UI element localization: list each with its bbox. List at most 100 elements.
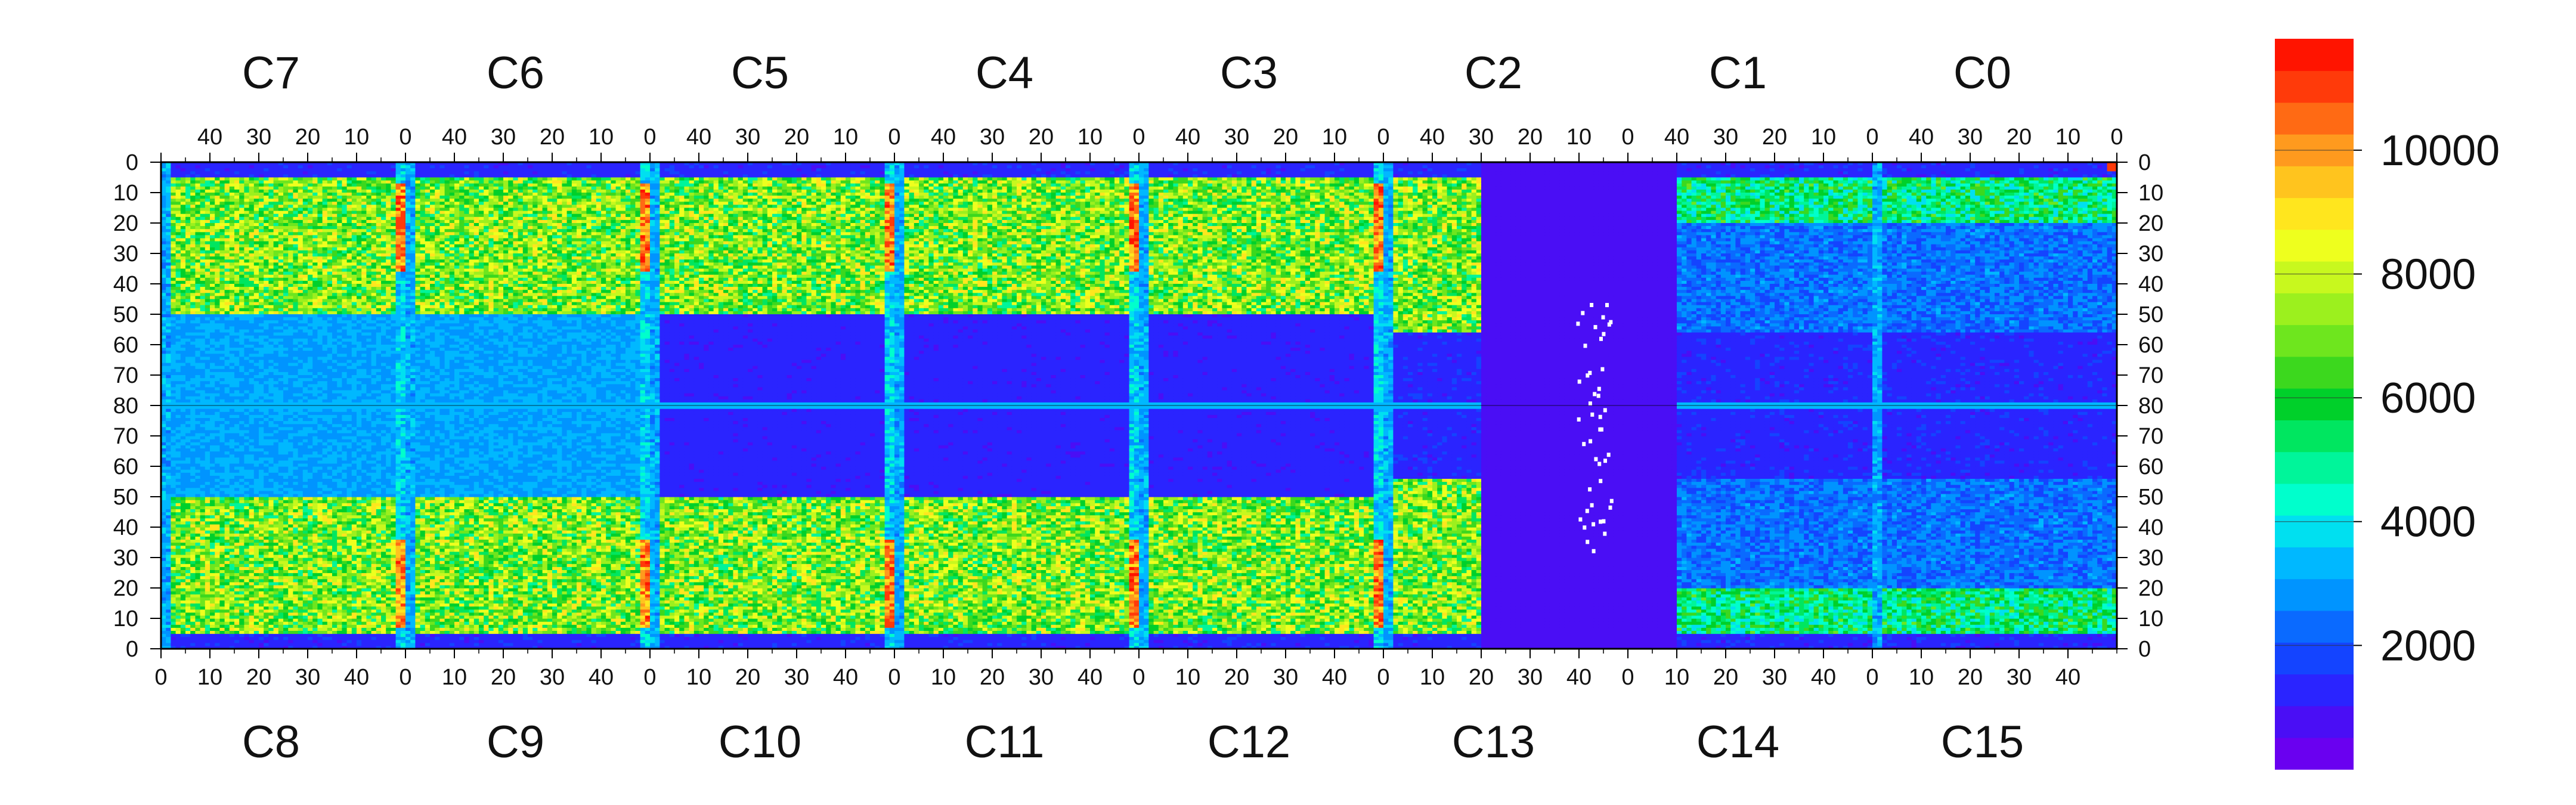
heatmap-cell	[225, 196, 230, 199]
heatmap-cell	[190, 242, 196, 245]
heatmap-cell	[332, 171, 338, 175]
heatmap-cell	[361, 199, 367, 202]
heatmap-cell	[171, 190, 176, 193]
heatmap-cell	[357, 199, 362, 202]
heatmap-cell	[366, 235, 371, 239]
heatmap-cell	[234, 205, 240, 208]
heatmap-cell	[308, 220, 313, 224]
heatmap-cell	[249, 235, 255, 239]
heatmap-cell	[323, 214, 328, 218]
heatmap-cell	[366, 232, 371, 236]
heatmap-cell	[195, 256, 200, 260]
heatmap-cell	[298, 226, 304, 230]
heatmap-cell	[308, 229, 313, 233]
heatmap-cell	[249, 181, 255, 184]
heatmap-cell	[323, 242, 328, 245]
heatmap-cell	[249, 239, 255, 242]
heatmap-cell	[254, 235, 259, 239]
heatmap-cell	[308, 239, 313, 242]
heatmap-cell	[230, 193, 235, 196]
heatmap-cell	[317, 242, 323, 245]
heatmap-cell	[244, 232, 249, 236]
heatmap-cell	[219, 174, 225, 178]
heatmap-cell	[401, 239, 406, 242]
heatmap-cell	[166, 229, 171, 233]
heatmap-cell	[205, 239, 210, 242]
heatmap-cell	[386, 250, 391, 254]
heatmap-cell	[181, 220, 186, 224]
heatmap-cell	[357, 211, 362, 215]
heatmap-cell	[244, 202, 249, 205]
heatmap-cell	[185, 253, 191, 257]
heatmap-cell	[303, 202, 308, 205]
heatmap-cell	[381, 256, 386, 260]
heatmap-cell	[176, 208, 181, 212]
heatmap-cell	[210, 232, 215, 236]
heatmap-cell	[366, 208, 371, 212]
heatmap-cell	[181, 223, 186, 227]
heatmap-cell	[391, 168, 396, 172]
heatmap-cell	[396, 190, 401, 193]
heatmap-cell	[210, 253, 215, 257]
heatmap-cell	[361, 171, 367, 175]
heatmap-cell	[303, 211, 308, 215]
heatmap-cell	[342, 223, 347, 227]
heatmap-cell	[274, 181, 279, 184]
heatmap-cell	[366, 229, 371, 233]
heatmap-cell	[288, 232, 293, 236]
heatmap-cell	[259, 256, 264, 260]
heatmap-cell	[225, 187, 230, 190]
heatmap-cell	[391, 247, 396, 251]
heatmap-cell	[200, 205, 206, 208]
heatmap-cell	[401, 223, 406, 227]
heatmap-cell	[259, 211, 264, 215]
heatmap-cell	[391, 211, 396, 215]
heatmap-cell	[342, 244, 347, 248]
heatmap-cell	[268, 256, 274, 260]
heatmap-cell	[210, 265, 215, 269]
heatmap-cell	[249, 208, 255, 212]
heatmap-cell	[401, 217, 406, 221]
heatmap-cell	[337, 235, 342, 239]
heatmap-cell	[215, 208, 220, 212]
heatmap-cell	[185, 202, 191, 205]
heatmap-cell	[171, 171, 176, 175]
heatmap-cell	[366, 184, 371, 187]
heatmap-cell	[190, 202, 196, 205]
heatmap-cell	[225, 217, 230, 221]
heatmap-cell	[371, 250, 377, 254]
heatmap-cell	[347, 214, 352, 218]
heatmap-cell	[215, 223, 220, 227]
heatmap-cell	[254, 205, 259, 208]
heatmap-cell	[239, 199, 244, 202]
heatmap-cell	[342, 239, 347, 242]
heatmap-cell	[381, 190, 386, 193]
heatmap-cell	[293, 184, 298, 187]
heatmap-cell	[264, 196, 269, 199]
heatmap-cell	[303, 226, 308, 230]
heatmap-cell	[215, 253, 220, 257]
heatmap-cell	[357, 259, 362, 263]
heatmap-cell	[244, 193, 249, 196]
heatmap-cell	[366, 202, 371, 205]
heatmap-cell	[327, 199, 333, 202]
heatmap-cell	[303, 229, 308, 233]
heatmap-cell	[234, 196, 240, 199]
heatmap-cell	[254, 187, 259, 190]
heatmap-cell	[264, 220, 269, 224]
heatmap-cell	[171, 208, 176, 212]
heatmap-cell	[327, 242, 333, 245]
heatmap-cell	[342, 235, 347, 239]
heatmap-cell	[401, 259, 406, 263]
heatmap-cell	[303, 171, 308, 175]
heatmap-cell	[401, 171, 406, 175]
heatmap-cell	[176, 165, 181, 169]
heatmap-cell	[259, 242, 264, 245]
heatmap-cell	[342, 262, 347, 266]
heatmap-cell	[323, 232, 328, 236]
heatmap-cell	[386, 165, 391, 169]
heatmap-cell	[347, 187, 352, 190]
heatmap-cell	[361, 184, 367, 187]
heatmap-cell	[357, 184, 362, 187]
heatmap-cell	[303, 232, 308, 236]
